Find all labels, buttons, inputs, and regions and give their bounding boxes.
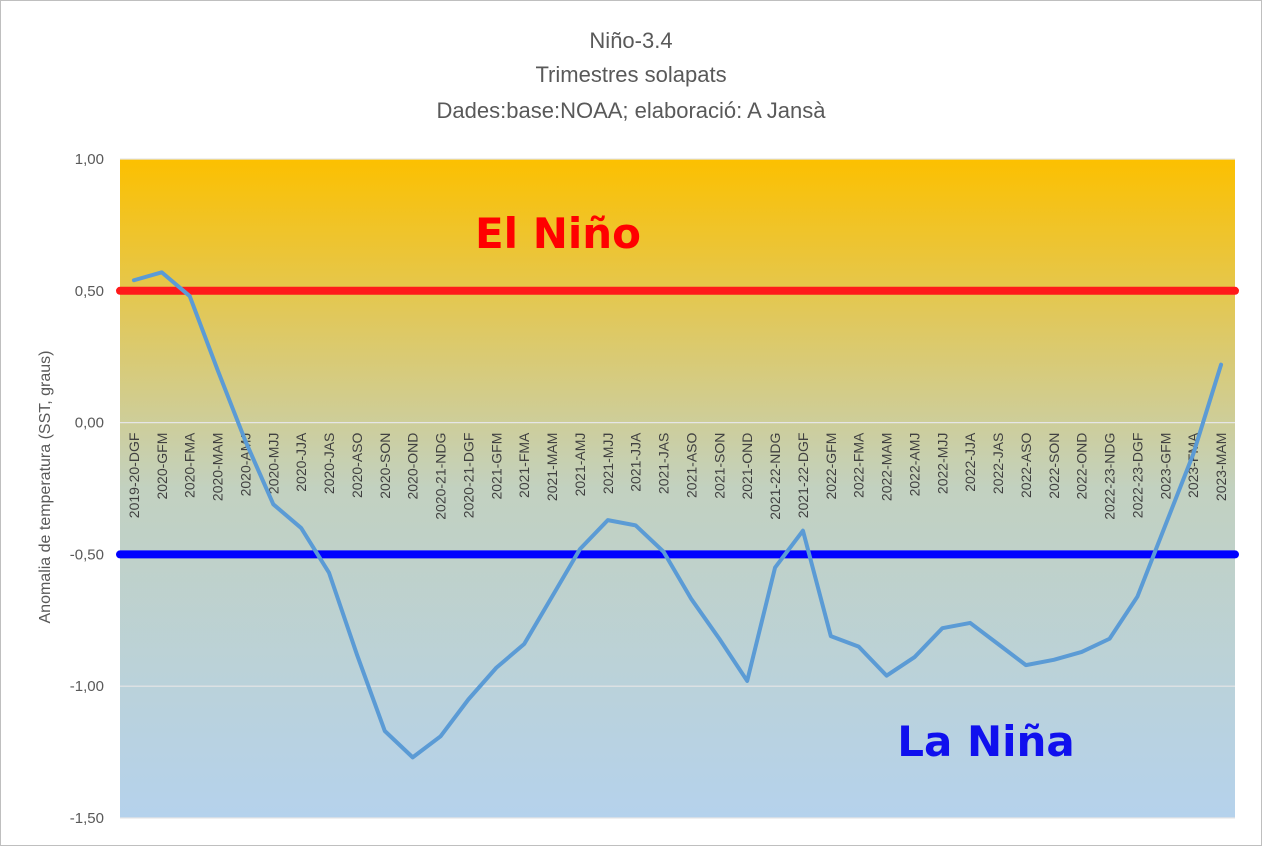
x-tick-label: 2020-MJJ <box>265 433 281 494</box>
x-tick-label: 2020-SON <box>377 433 393 499</box>
x-tick-label: 2020-ASO <box>349 432 365 497</box>
x-tick-label: 2020-GFM <box>154 433 170 500</box>
x-tick-label: 2020-JJA <box>293 432 309 492</box>
x-tick-label: 2022-GFM <box>823 433 839 500</box>
y-tick-label: 0,00 <box>75 415 104 432</box>
annotation-la-nina: La Niña <box>897 717 1075 766</box>
x-tick-label: 2019-20-DGF <box>126 433 142 519</box>
x-tick-label: 2021-22-DGF <box>795 433 811 519</box>
x-tick-label: 2020-JAS <box>321 433 337 494</box>
x-tick-label: 2021-MJJ <box>600 433 616 494</box>
x-tick-label: 2021-GFM <box>488 433 504 500</box>
x-tick-label: 2020-OND <box>405 433 421 500</box>
x-tick-label: 2022-23-NDG <box>1102 433 1118 520</box>
x-tick-label: 2020-FMA <box>182 432 198 498</box>
x-tick-label: 2022-23-DGF <box>1129 433 1145 519</box>
chart-subtitle: Trimestres solapats <box>535 62 727 87</box>
series-line <box>131 270 1224 760</box>
x-tick-label: 2022-MAM <box>879 433 895 501</box>
x-tick-label: 2023-GFM <box>1157 433 1173 500</box>
threshold-lines <box>116 286 1239 559</box>
x-tick-label: 2020-21-DGF <box>460 433 476 519</box>
series-layer <box>131 270 1224 760</box>
x-tick-label: 2022-ASO <box>1018 432 1034 497</box>
y-tick-label: -0,50 <box>70 546 104 563</box>
x-tick-label: 2021-FMA <box>516 432 532 498</box>
x-axis-ticks: 2019-20-DGF 2020-GFM 2020-FMA 2020-MAM 2020-… <box>126 432 1229 520</box>
x-tick-label: 2022-JAS <box>990 433 1006 494</box>
chart-title: Niño-3.4 <box>589 28 673 53</box>
x-tick-label: 2021-OND <box>739 433 755 500</box>
x-tick-label: 2022-JJA <box>962 432 978 492</box>
x-tick-label: 2023-MAM <box>1213 433 1229 501</box>
x-tick-label: 2020-21-NDG <box>433 433 449 520</box>
y-tick-label: -1,00 <box>70 678 104 695</box>
x-tick-label: 2021-AMJ <box>572 433 588 497</box>
x-tick-label: 2023-FMA <box>1185 432 1201 498</box>
x-tick-label: 2022-OND <box>1074 433 1090 500</box>
x-tick-label: 2021-JAS <box>656 433 672 494</box>
x-tick-label: 2021-22-NDG <box>767 433 783 520</box>
x-tick-label: 2021-JJA <box>628 432 644 492</box>
x-tick-label: 2021-MAM <box>544 433 560 501</box>
y-axis-label: Anomalia de temperatura (SST, graus) <box>37 350 54 623</box>
x-tick-label: 2021-ASO <box>683 432 699 497</box>
y-tick-label: 0,50 <box>75 283 104 300</box>
x-tick-label: 2022-AMJ <box>906 433 922 497</box>
y-axis-ticks: 1,00 0,50 0,00 -0,50 -1,00 -1,50 <box>70 151 104 827</box>
chart-source: Dades:base:NOAA; elaboració: A Jansà <box>436 98 826 123</box>
y-tick-label: -1,50 <box>70 810 104 827</box>
plot-background <box>120 159 1235 818</box>
annotation-el-nino: El Niño <box>475 209 641 258</box>
x-tick-label: 2022-SON <box>1046 433 1062 499</box>
y-tick-label: 1,00 <box>75 151 104 168</box>
x-tick-label: 2022-MJJ <box>934 433 950 494</box>
x-tick-label: 2020-MAM <box>210 433 226 501</box>
x-tick-label: 2022-FMA <box>851 432 867 498</box>
x-tick-label: 2021-SON <box>711 433 727 499</box>
